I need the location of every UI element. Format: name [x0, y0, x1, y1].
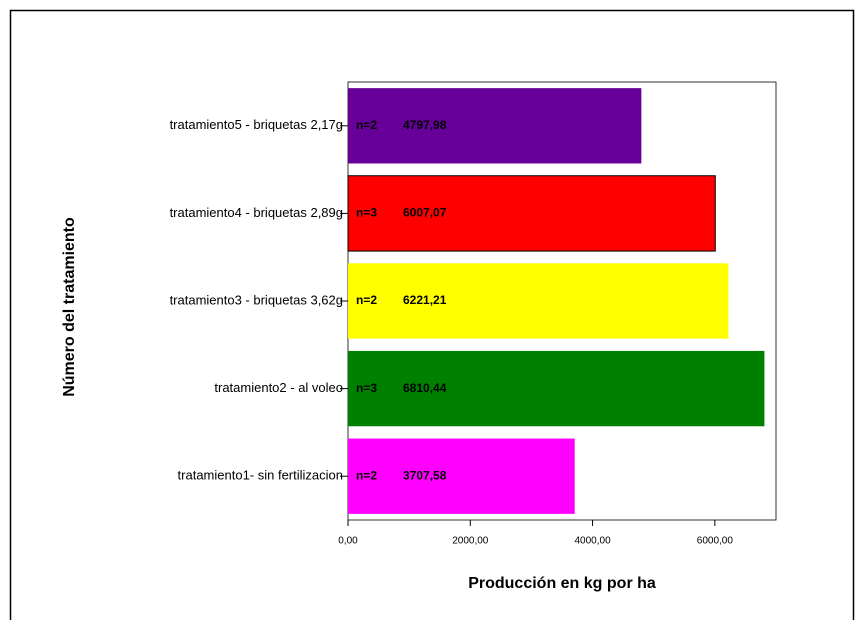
n-label: n=2 [356, 118, 377, 132]
y-axis-title: Número del tratamiento [61, 217, 78, 397]
n-label: n=2 [356, 293, 377, 307]
y-tick-label: tratamiento5 - briquetas 2,17g [170, 117, 343, 132]
bar [348, 438, 575, 514]
x-tick-label: 4000,00 [574, 536, 611, 547]
bar [348, 88, 642, 164]
y-tick-label: tratamiento2 - al voleo [214, 380, 343, 395]
value-label: 6221,21 [403, 293, 447, 307]
value-label: 3707,58 [403, 468, 447, 482]
n-label: n=3 [356, 206, 377, 220]
value-label: 6810,44 [403, 381, 447, 395]
x-tick-label: 2000,00 [452, 536, 489, 547]
y-tick-label: tratamiento4 - briquetas 2,89g [170, 205, 343, 220]
x-tick-label: 6000,00 [697, 536, 734, 547]
bar [348, 263, 729, 339]
n-label: n=3 [356, 381, 377, 395]
value-label: 6007,07 [403, 206, 447, 220]
y-tick-label: tratamiento3 - briquetas 3,62g [170, 292, 343, 307]
y-tick-label: tratamiento1- sin fertilizacion [178, 468, 343, 483]
bar [348, 350, 765, 427]
x-axis-title: Producción en kg por ha [468, 575, 656, 592]
x-tick-label: 0,00 [338, 536, 358, 547]
n-label: n=2 [356, 468, 377, 482]
value-label: 4797,98 [403, 118, 447, 132]
bar [347, 175, 716, 252]
